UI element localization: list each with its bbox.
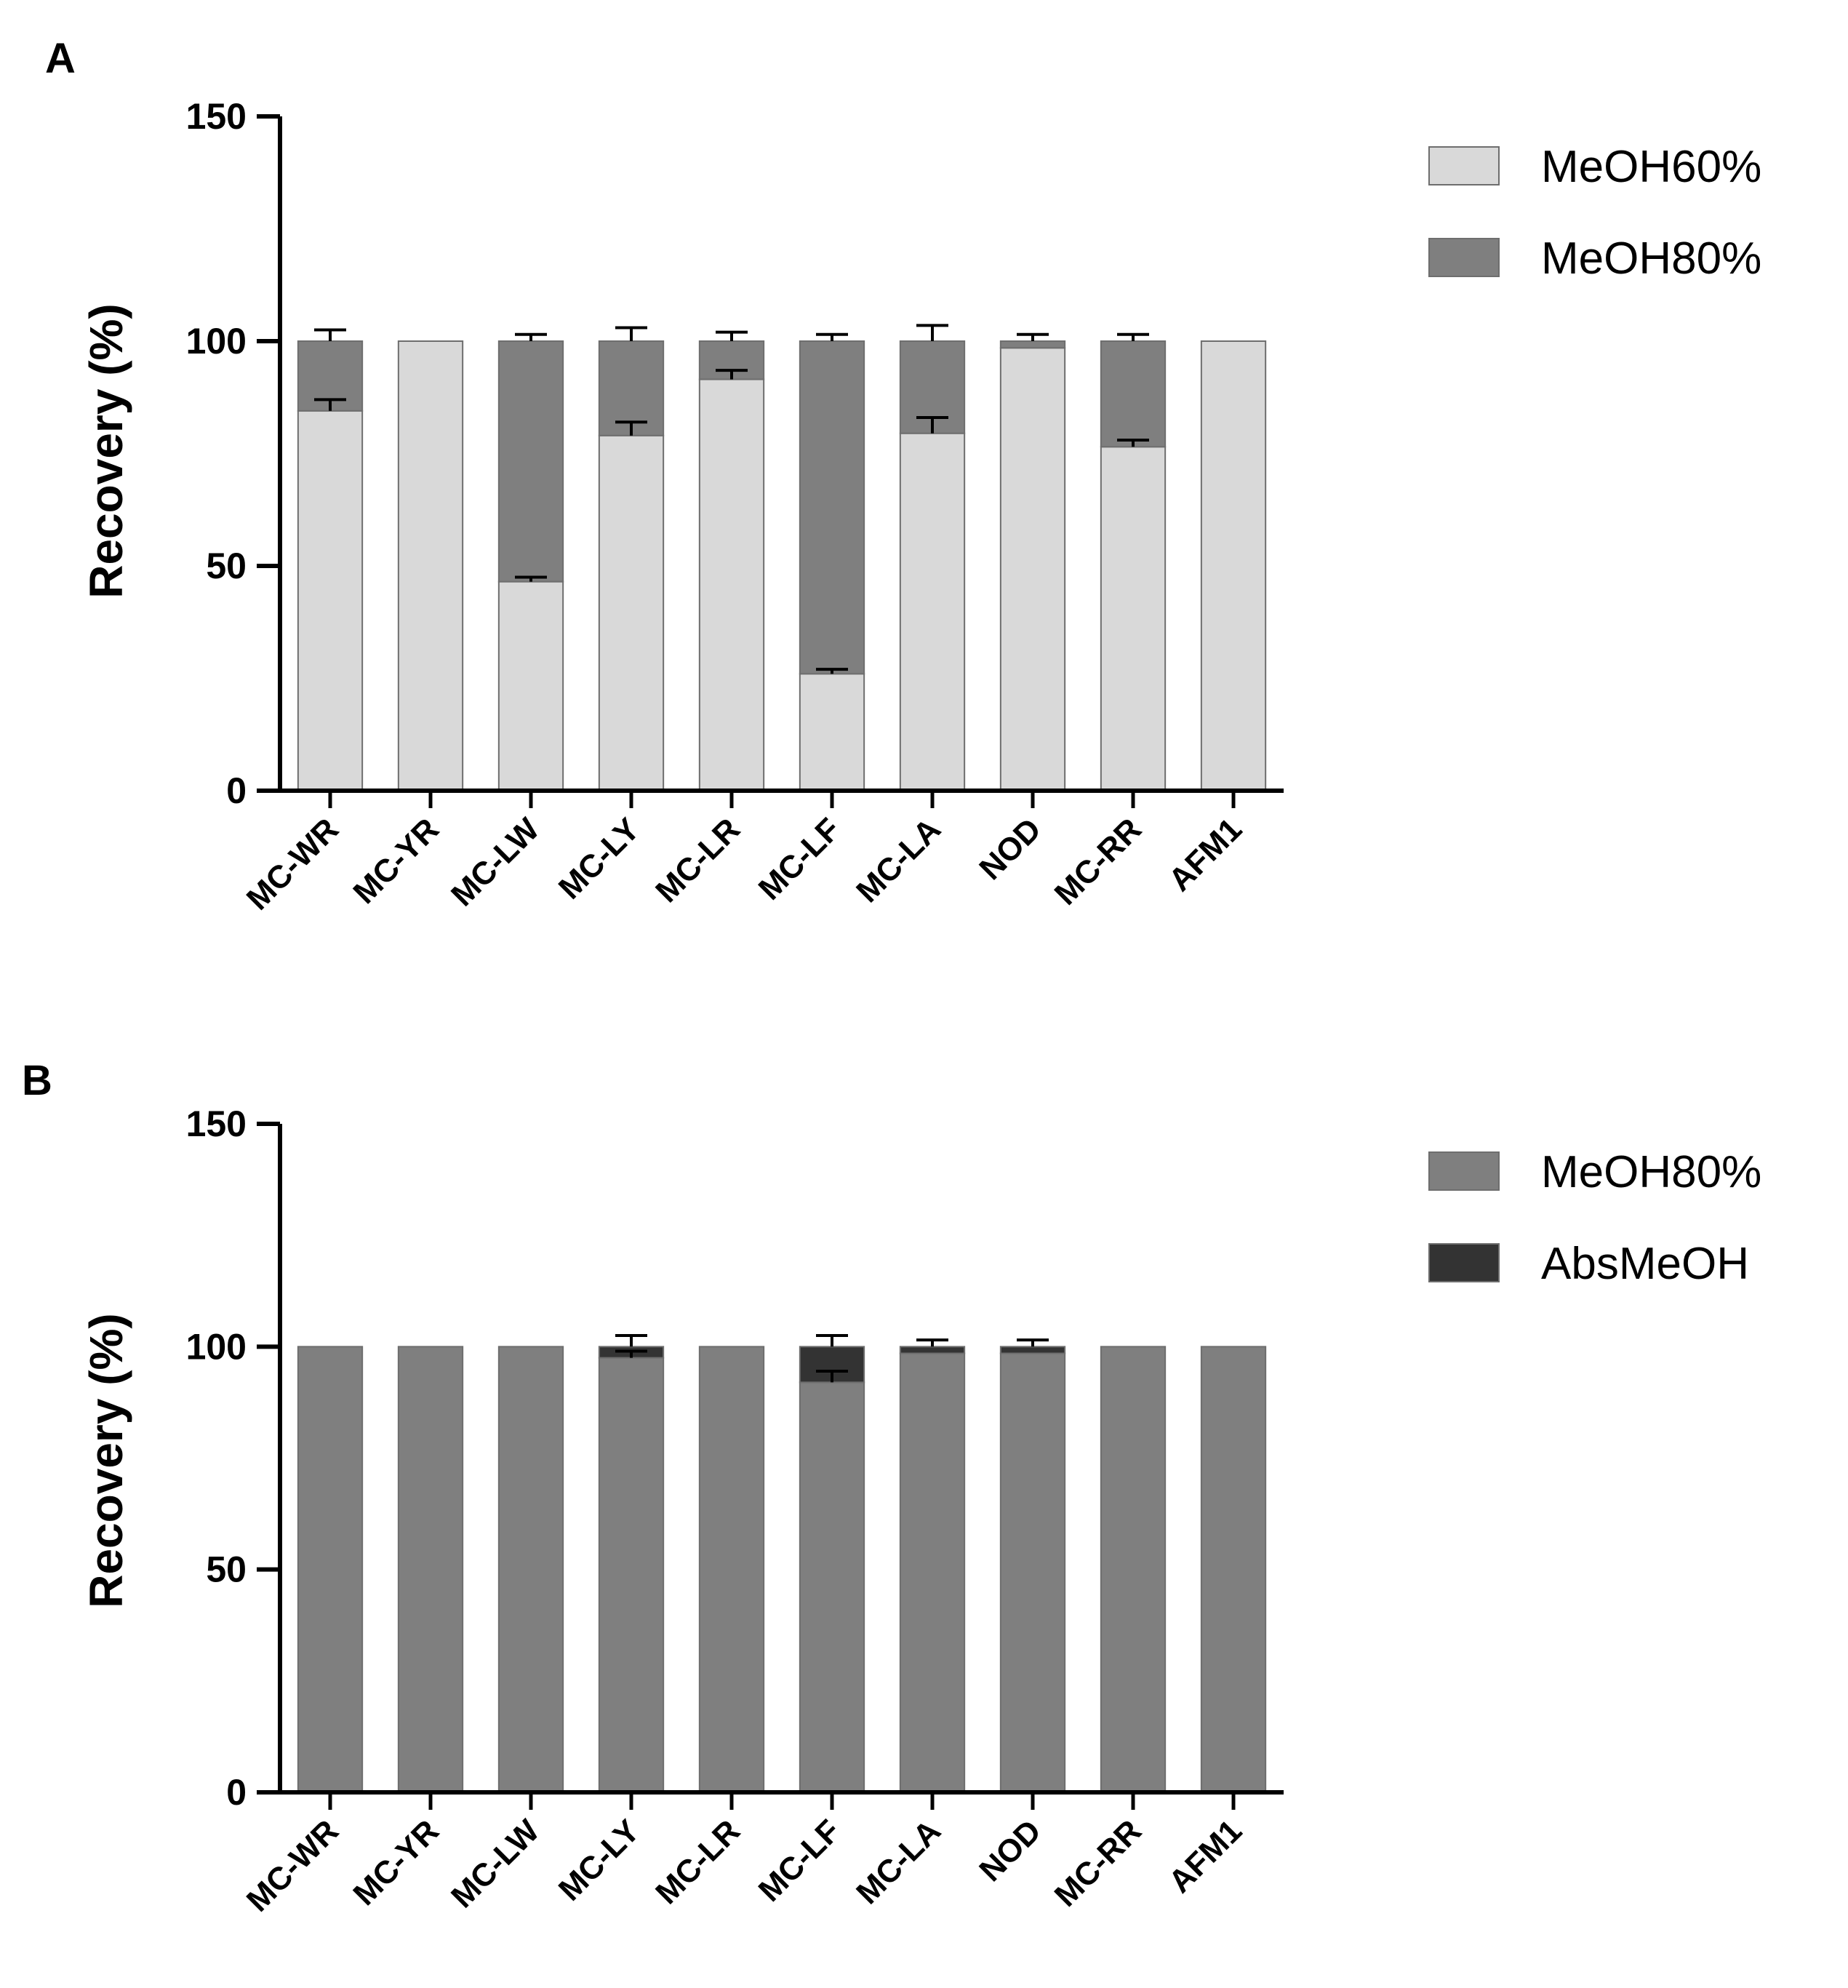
legend: MeOH80% AbsMeOH xyxy=(1428,1147,1761,1289)
y-tick-label: 150 xyxy=(186,96,247,137)
bar-meoh80- xyxy=(899,1352,966,1793)
y-tick-label: 100 xyxy=(186,321,247,362)
bar-meoh60- xyxy=(698,378,765,791)
panel-letter: A xyxy=(45,35,76,82)
bar-meoh80- xyxy=(297,1346,364,1794)
legend-swatch xyxy=(1428,238,1500,277)
bar-absmeoh xyxy=(899,1346,966,1354)
bar-meoh60- xyxy=(999,347,1066,791)
x-tick-label: MC-LY xyxy=(552,1813,647,1907)
x-tick-label: MC-LR xyxy=(649,811,747,909)
x-tick-label: MC-WR xyxy=(240,1813,345,1918)
bar-meoh80- xyxy=(799,340,865,675)
y-axis-title: Recovery (%) xyxy=(80,303,132,599)
bar-meoh80- xyxy=(1100,1346,1167,1794)
panel-letter: B xyxy=(22,1057,52,1104)
bar-meoh60- xyxy=(799,673,865,791)
y-axis-title: Recovery (%) xyxy=(80,1313,132,1608)
y-tick-label: 0 xyxy=(226,770,247,811)
x-tick-label: MC-LA xyxy=(849,811,948,909)
x-tick-label: MC-LR xyxy=(649,1813,747,1911)
x-tick-label: NOD xyxy=(972,1813,1048,1888)
bar-meoh80- xyxy=(397,1346,464,1794)
x-tick-label: MC-LF xyxy=(752,1813,847,1908)
x-tick-label: MC-RR xyxy=(1048,811,1148,911)
bar-meoh60- xyxy=(899,432,966,791)
bar-absmeoh xyxy=(999,1346,1066,1354)
x-tick-label: MC-LY xyxy=(552,811,647,906)
x-tick-label: MC-LA xyxy=(849,1813,948,1911)
legend-swatch xyxy=(1428,1151,1500,1191)
y-tick-label: 100 xyxy=(186,1326,247,1367)
bar-meoh80- xyxy=(698,1346,765,1794)
legend-label: AbsMeOH xyxy=(1541,1239,1749,1289)
bar-meoh60- xyxy=(497,580,564,791)
bar-meoh80- xyxy=(999,340,1066,349)
x-tick-label: MC-LF xyxy=(752,811,847,906)
x-tick-label: MC-LW xyxy=(444,1813,546,1915)
bar-meoh80- xyxy=(999,1352,1066,1793)
x-tick-label: MC-LW xyxy=(444,811,546,913)
bar-meoh80- xyxy=(1100,340,1167,448)
bar-meoh80- xyxy=(497,1346,564,1794)
x-tick-label: MC-RR xyxy=(1048,1813,1148,1913)
legend-label: MeOH80% xyxy=(1541,1147,1761,1197)
x-tick-label: AFM1 xyxy=(1162,811,1249,898)
x-tick-label: NOD xyxy=(972,811,1048,887)
legend-label: MeOH80% xyxy=(1541,233,1761,284)
bar-meoh60- xyxy=(1200,340,1267,791)
bar-meoh80- xyxy=(598,1357,665,1793)
y-tick-label: 150 xyxy=(186,1103,247,1144)
bar-meoh80- xyxy=(598,340,665,436)
legend: MeOH60% MeOH80% xyxy=(1428,142,1761,284)
bar-meoh60- xyxy=(397,340,464,791)
x-tick-label: MC-YR xyxy=(346,1813,446,1912)
y-tick-label: 0 xyxy=(226,1772,247,1813)
legend-label: MeOH60% xyxy=(1541,142,1761,192)
bar-meoh80- xyxy=(799,1381,865,1793)
y-tick-label: 50 xyxy=(206,546,247,586)
legend-swatch xyxy=(1428,1243,1500,1282)
bar-meoh60- xyxy=(297,410,364,791)
bar-meoh80- xyxy=(497,340,564,583)
x-tick-label: MC-WR xyxy=(240,811,345,917)
y-tick-label: 50 xyxy=(206,1549,247,1590)
bar-meoh60- xyxy=(1100,446,1167,791)
x-tick-label: AFM1 xyxy=(1162,1813,1249,1899)
x-tick-label: MC-YR xyxy=(346,811,446,911)
bar-meoh80- xyxy=(1200,1346,1267,1794)
legend-swatch xyxy=(1428,146,1500,185)
bar-meoh60- xyxy=(598,434,665,792)
